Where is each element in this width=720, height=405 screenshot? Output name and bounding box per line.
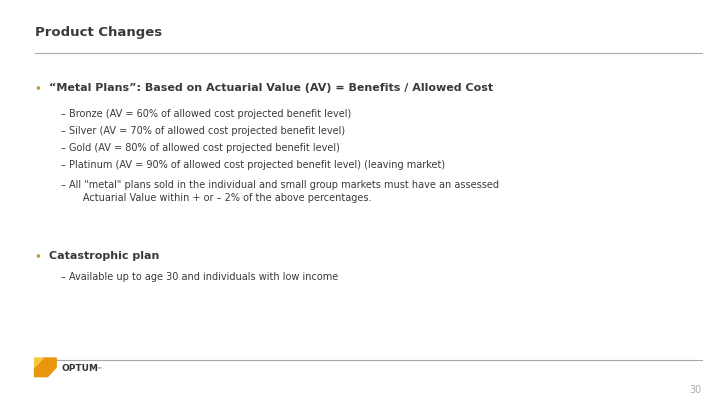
Text: – Gold (AV = 80% of allowed cost projected benefit level): – Gold (AV = 80% of allowed cost project…	[61, 143, 340, 153]
Text: – Silver (AV = 70% of allowed cost projected benefit level): – Silver (AV = 70% of allowed cost proje…	[61, 126, 346, 136]
Text: “Metal Plans”: Based on Actuarial Value (AV) = Benefits / Allowed Cost: “Metal Plans”: Based on Actuarial Value …	[49, 83, 493, 93]
Text: 30: 30	[690, 385, 702, 395]
Text: ™: ™	[96, 369, 102, 373]
Polygon shape	[35, 358, 43, 367]
Text: •: •	[35, 251, 42, 264]
Text: Product Changes: Product Changes	[35, 26, 162, 39]
Text: – Available up to age 30 and individuals with low income: – Available up to age 30 and individuals…	[61, 272, 338, 282]
Text: •: •	[35, 83, 42, 96]
Text: – Bronze (AV = 60% of allowed cost projected benefit level): – Bronze (AV = 60% of allowed cost proje…	[61, 109, 351, 119]
Text: OPTUM: OPTUM	[62, 364, 99, 373]
Text: – All "metal" plans sold in the individual and small group markets must have an : – All "metal" plans sold in the individu…	[61, 180, 499, 203]
Text: Catastrophic plan: Catastrophic plan	[49, 251, 159, 261]
Polygon shape	[35, 358, 56, 377]
Text: – Platinum (AV = 90% of allowed cost projected benefit level) (leaving market): – Platinum (AV = 90% of allowed cost pro…	[61, 160, 446, 171]
